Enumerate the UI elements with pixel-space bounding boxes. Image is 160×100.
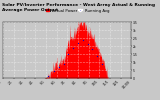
Point <box>77 42 79 44</box>
Point <box>62 63 65 64</box>
Point <box>47 76 49 77</box>
Point <box>101 64 103 65</box>
Point <box>53 70 55 72</box>
Point <box>67 54 70 55</box>
Legend: Actual Power, Running Avg: Actual Power, Running Avg <box>45 8 110 13</box>
Point <box>86 43 89 45</box>
Point <box>96 56 98 57</box>
Point <box>57 67 60 68</box>
Text: Solar PV/Inverter Performance - West Array Actual & Running Average Power Output: Solar PV/Inverter Performance - West Arr… <box>2 3 155 12</box>
Point <box>72 47 74 49</box>
Point <box>91 49 94 50</box>
Point <box>81 40 84 41</box>
